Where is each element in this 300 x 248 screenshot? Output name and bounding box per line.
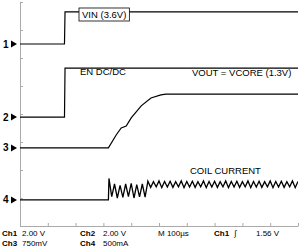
channel-number: 1 [3, 39, 9, 50]
x-tick-mark [242, 223, 243, 226]
x-tick-mark [76, 223, 77, 226]
readout-scale: 2.00 V [22, 229, 46, 238]
x-tick [270, 223, 271, 226]
x-tick [103, 223, 104, 226]
x-axis-line [21, 226, 299, 227]
x-tick [159, 223, 160, 226]
x-tick [215, 223, 216, 226]
readout-scale: 2.00 V [103, 229, 127, 238]
x-tick [242, 223, 243, 226]
readout-scale: 750mV [22, 239, 48, 248]
trigger-source: Ch1 [214, 229, 230, 238]
x-tick-mark [48, 223, 49, 226]
y-tick [20, 58, 23, 59]
channel-number: 4 [3, 194, 9, 205]
x-tick [187, 223, 188, 226]
x-tick-mark [131, 223, 132, 226]
y-tick [20, 86, 23, 87]
ground-marker [11, 196, 17, 203]
x-tick-mark [298, 223, 299, 226]
trace-label: VOUT = VCORE (1.3V) [192, 67, 291, 78]
y-axis [20, 3, 23, 227]
y-tick-mark [20, 142, 23, 143]
ground-marker [11, 114, 17, 121]
channel-number: 3 [3, 142, 9, 153]
traces [20, 12, 298, 200]
y-tick [20, 170, 23, 171]
label-box [79, 8, 129, 21]
y-tick [20, 2, 23, 3]
scope-chart: 1 2 3 4 VIN (3.6V) EN DC/DC VOUT = VCORE (1.3V… [0, 0, 300, 248]
trace-label: EN DC/DC [80, 66, 126, 77]
y-tick [20, 30, 23, 31]
readout-channel: Ch2 [80, 229, 96, 238]
trace [20, 178, 298, 200]
x-tick-mark [159, 223, 160, 226]
readout: Ch1 2.00 V Ch2 2.00 V Ch3 750mV Ch4 500mA M 100µ… [2, 229, 280, 248]
x-tick [298, 223, 299, 226]
readout-channel: Ch4 [80, 239, 96, 248]
trace [20, 94, 298, 148]
readout-timebase: M 100µs [158, 229, 189, 238]
y-tick [20, 114, 23, 115]
x-tick-mark [270, 223, 271, 226]
channel-markers: 1 2 3 4 [3, 39, 17, 206]
x-tick [76, 223, 77, 226]
channel-number: 2 [3, 112, 9, 123]
y-tick [20, 142, 23, 143]
y-tick-mark [20, 30, 23, 31]
readout-channel: Ch1 [2, 229, 18, 238]
y-tick [20, 226, 23, 227]
readout-scale: 500mA [103, 239, 129, 248]
x-tick [48, 223, 49, 226]
y-tick-mark [20, 2, 23, 3]
trace-label: VIN (3.6V) [82, 9, 126, 20]
trace-label: COIL CURRENT [190, 165, 261, 176]
x-tick [131, 223, 132, 226]
x-tick-mark [215, 223, 216, 226]
y-tick-mark [20, 114, 23, 115]
y-tick-mark [20, 86, 23, 87]
trigger-symbol: ∫ [233, 229, 237, 238]
ground-marker [11, 144, 17, 151]
y-tick-mark [20, 198, 23, 199]
x-tick-mark [187, 223, 188, 226]
trace [20, 12, 298, 44]
y-tick-mark [20, 58, 23, 59]
trigger-level: 1.56 V [256, 229, 280, 238]
y-tick-mark [20, 170, 23, 171]
x-tick-mark [103, 223, 104, 226]
y-tick-mark [20, 226, 23, 227]
readout-channel: Ch3 [2, 239, 18, 248]
trace-labels: VIN (3.6V) EN DC/DC VOUT = VCORE (1.3V) COI… [79, 8, 291, 176]
x-axis [21, 223, 299, 227]
y-tick [20, 198, 23, 199]
ground-marker [11, 41, 17, 48]
